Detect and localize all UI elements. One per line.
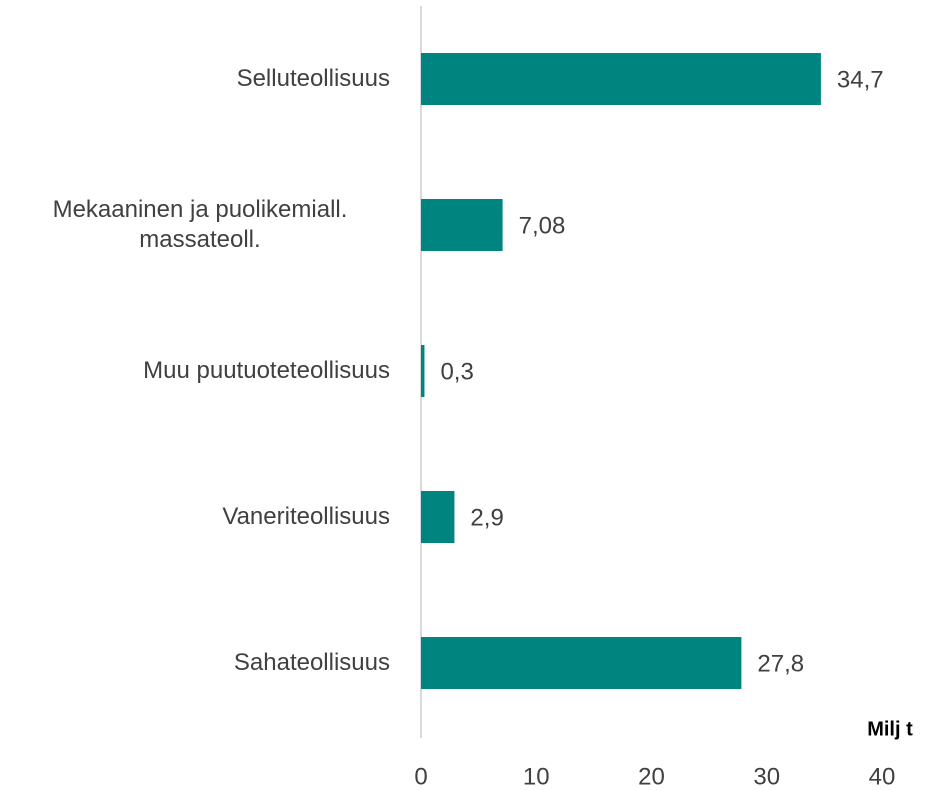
x-tick-label: 0 [414,763,427,790]
data-label: 7,08 [519,212,566,239]
category-label: Selluteollisuus [236,65,390,92]
data-label: 2,9 [470,504,503,531]
x-tick-label: 40 [869,763,896,790]
bar [421,491,455,543]
x-tick-label: 30 [753,763,780,790]
bar [421,199,503,251]
data-label: 27,8 [757,650,804,677]
x-tick-label: 20 [638,763,665,790]
bar [421,345,425,397]
bar [421,637,742,689]
category-label: Sahateollisuus [233,649,390,676]
category-label: Muu puutuoteteollisuus [143,357,390,384]
bar [421,53,821,105]
category-label: Mekaaninen ja puolikemiall. massateoll. [52,196,348,253]
data-label: 0,3 [440,358,473,385]
data-label: 34,7 [837,66,884,93]
x-tick-label: 10 [523,763,550,790]
axis-label: Milj t [867,718,913,740]
category-label: Vaneriteollisuus [222,503,390,530]
